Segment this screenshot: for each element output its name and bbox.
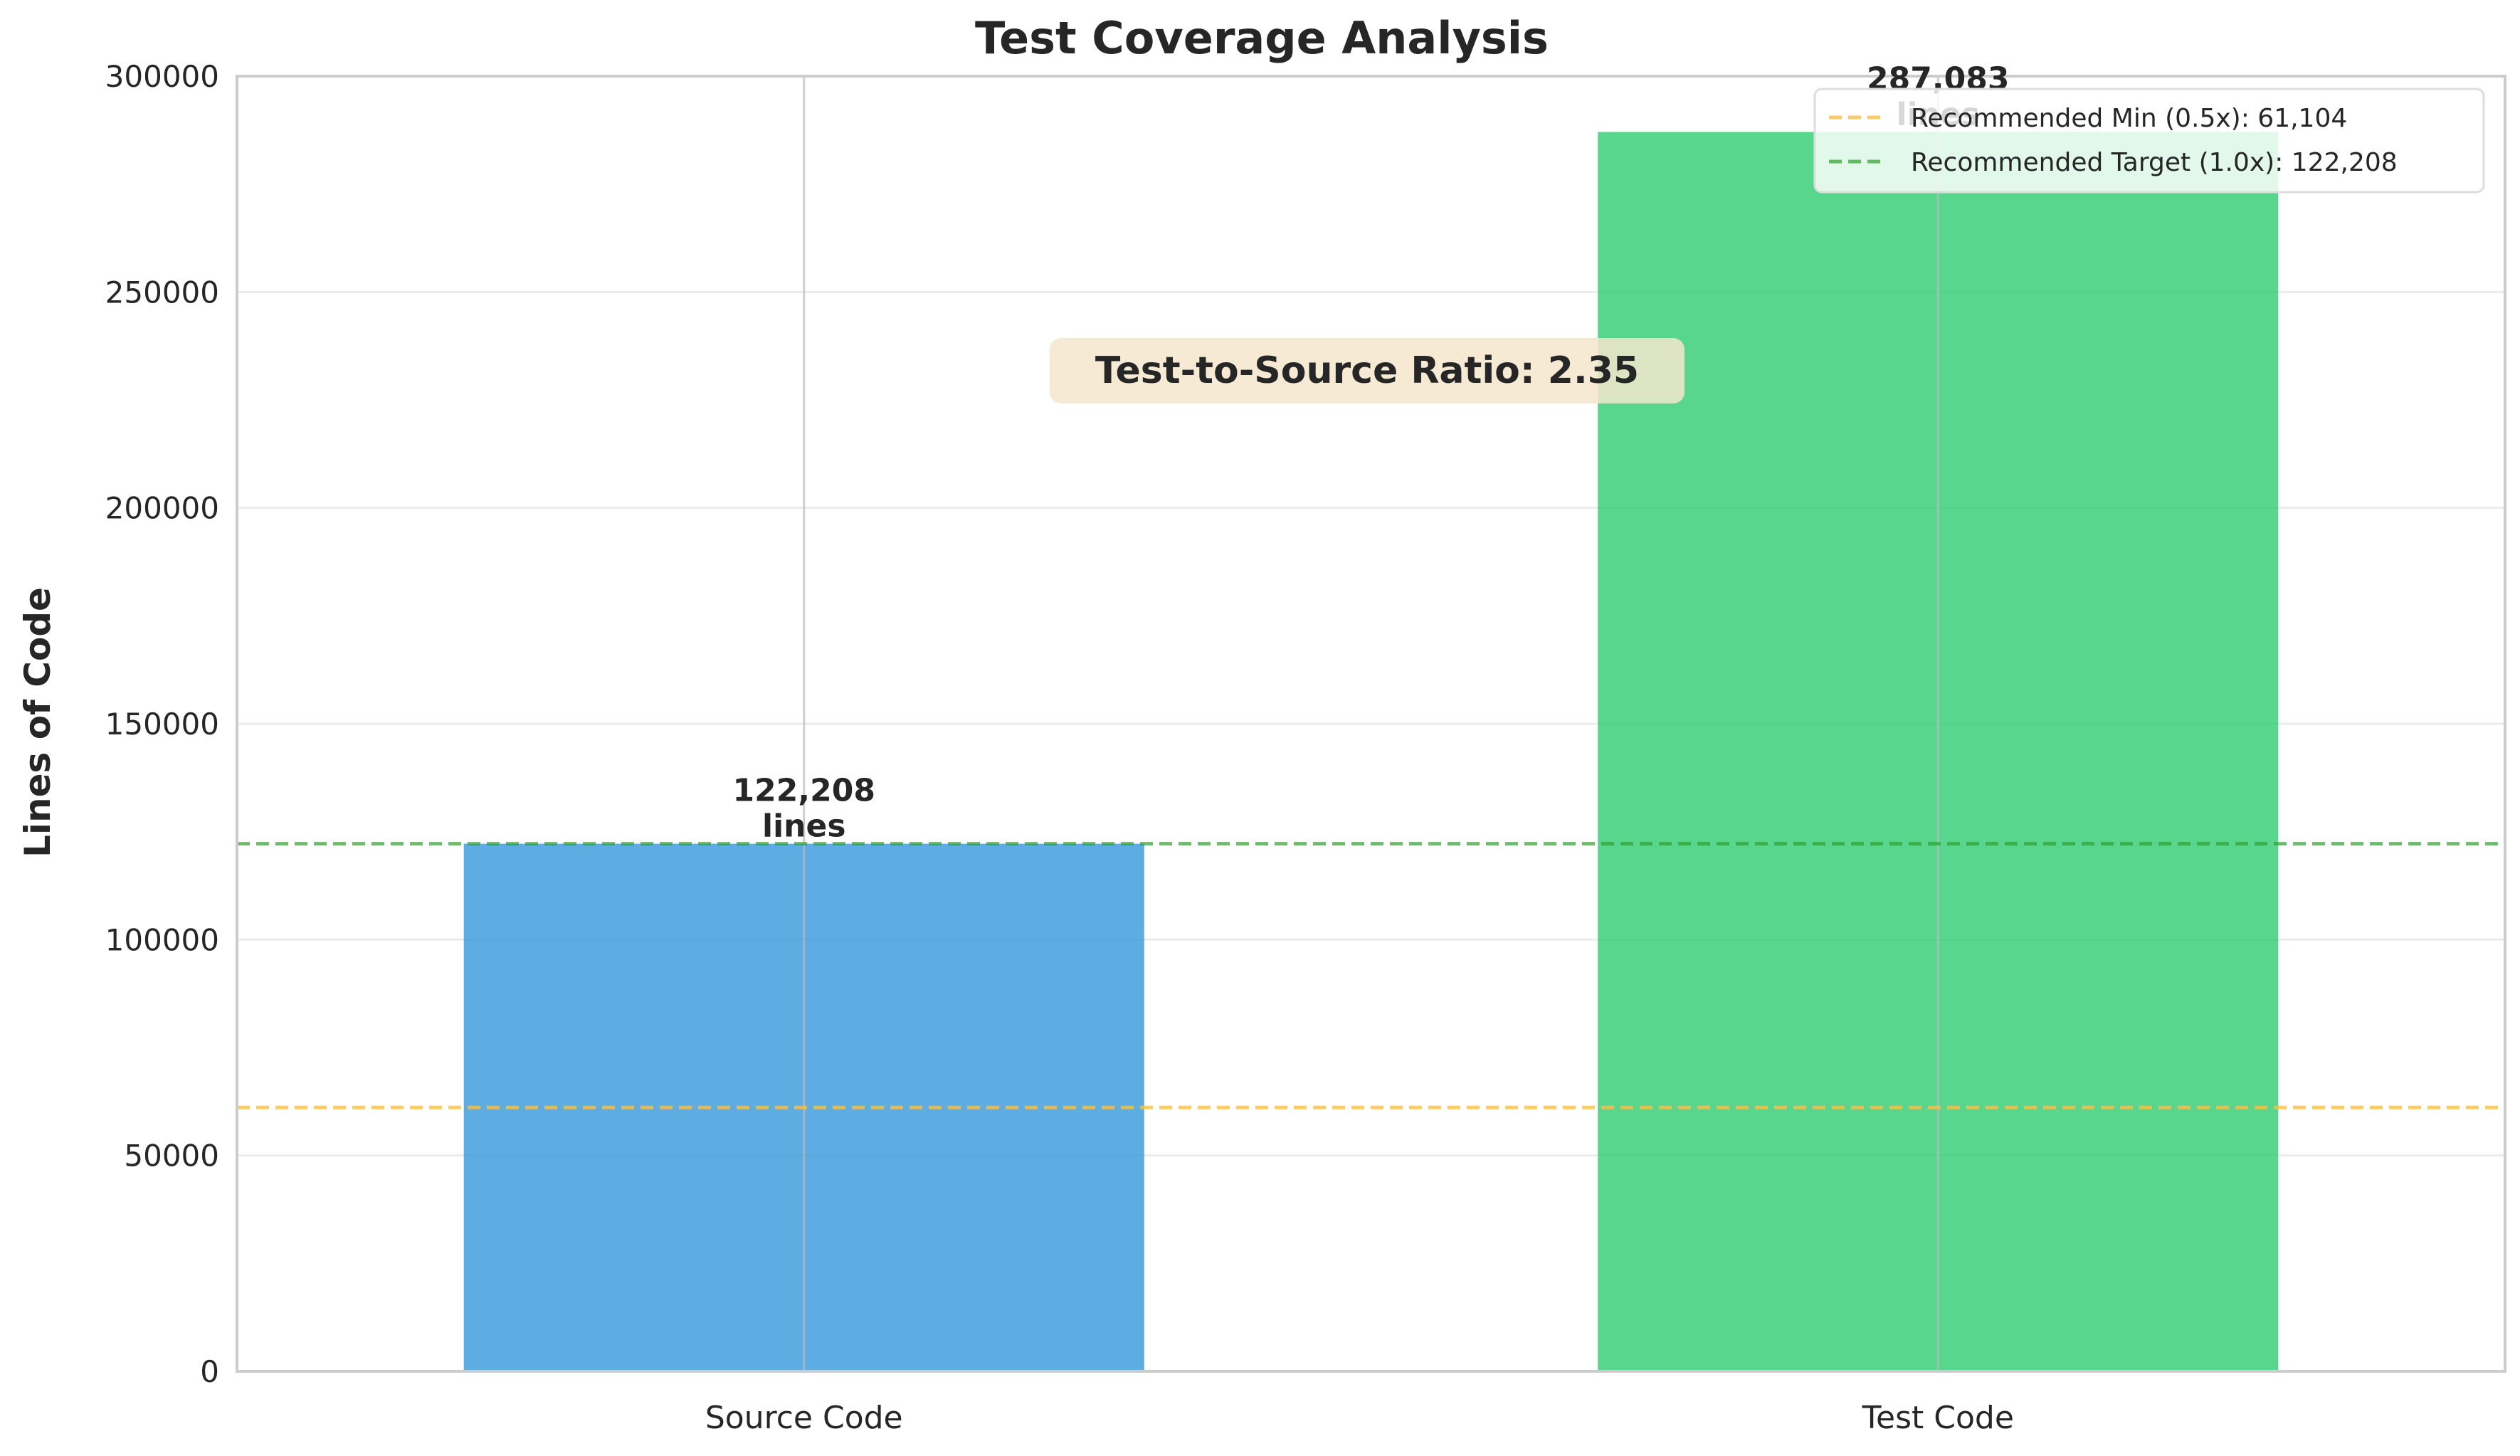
bar-value-label-line: lines	[762, 808, 846, 845]
y-tick-labels: 0 50000 100000 150000 200000 250000 300000	[105, 59, 219, 1389]
ratio-annotation-text: Test-to-Source Ratio: 2.35	[1095, 349, 1639, 392]
y-axis-label: Lines of Code	[17, 587, 58, 858]
vertical-grid-layer	[803, 76, 1939, 1371]
y-tick-label: 200000	[105, 491, 219, 526]
x-tick-label: Test Code	[1862, 1400, 2014, 1436]
y-tick-label: 250000	[105, 275, 219, 310]
reference-lines-layer	[237, 842, 2505, 1109]
y-tick-label: 50000	[124, 1139, 219, 1173]
bar-value-label-line: 122,208	[733, 773, 875, 809]
legend-target-label: Recommended Target (1.0x): 122,208	[1911, 148, 2398, 177]
y-tick-label: 300000	[105, 59, 219, 94]
legend: Recommended Min (0.5x): 61,104 Recommend…	[1813, 88, 2485, 194]
legend-box	[1813, 88, 2485, 194]
bar-value-label: 122,208 lines	[733, 773, 875, 845]
x-tick-label: Source Code	[705, 1400, 903, 1436]
axes-frame	[236, 75, 2506, 1373]
y-tick-label: 100000	[105, 922, 219, 957]
y-tick-label: 0	[200, 1354, 219, 1389]
x-tick-labels: Source Code Test Code	[705, 1400, 2014, 1436]
legend-min-label: Recommended Min (0.5x): 61,104	[1911, 104, 2347, 133]
y-tick-label: 150000	[105, 707, 219, 742]
chart-title: Test Coverage Analysis	[975, 12, 1549, 64]
ratio-annotation: Test-to-Source Ratio: 2.35	[1050, 338, 1685, 403]
ratio-annotation-box	[1050, 338, 1685, 403]
